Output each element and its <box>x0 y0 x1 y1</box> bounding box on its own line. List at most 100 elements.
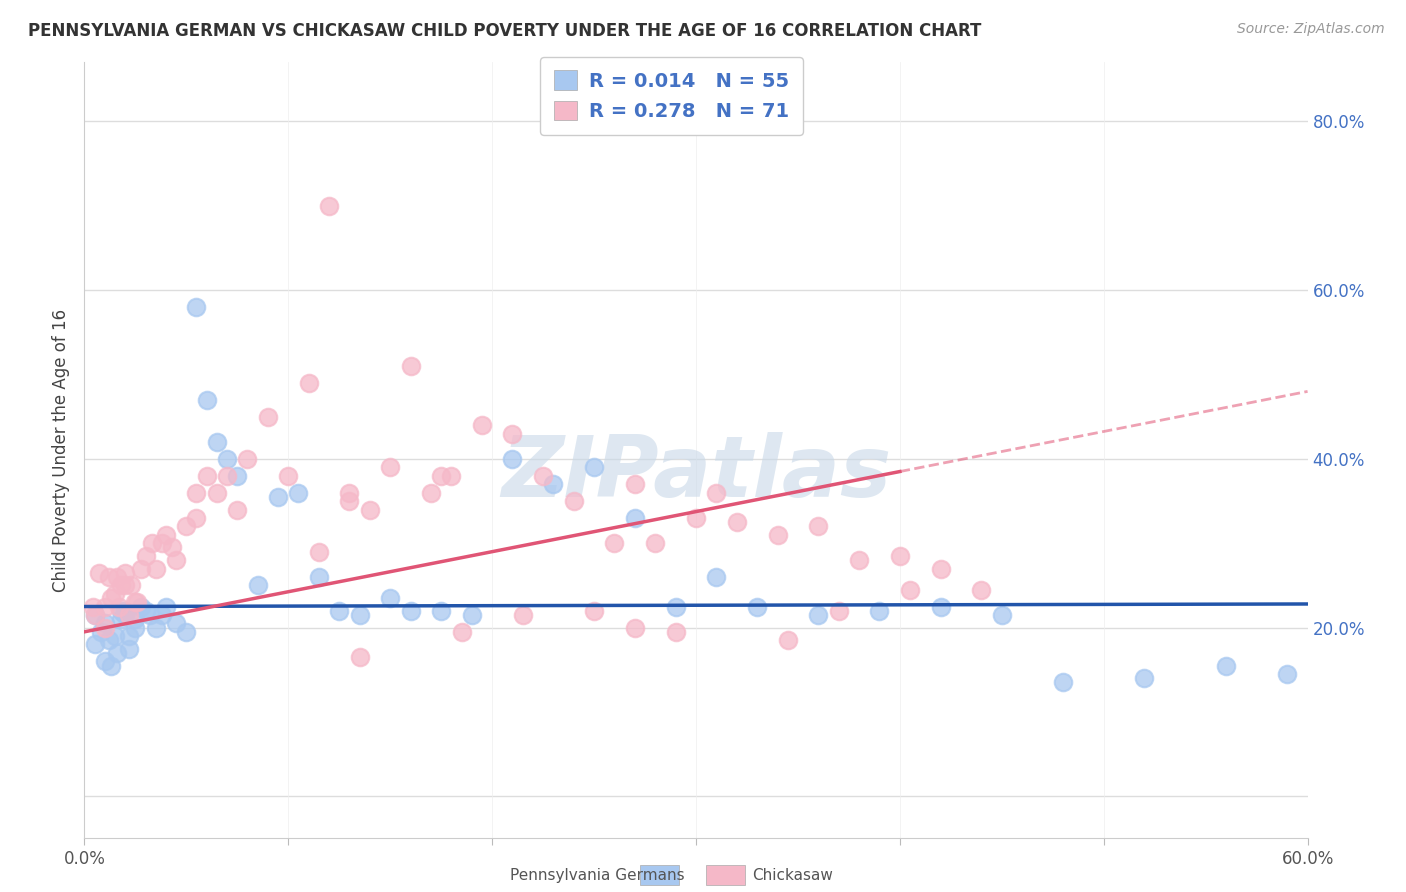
Point <box>110 578 132 592</box>
Point <box>461 607 484 622</box>
Point <box>399 359 422 373</box>
Point <box>267 490 290 504</box>
Point <box>100 591 122 605</box>
Point <box>380 591 402 605</box>
Point <box>226 502 249 516</box>
Point <box>236 451 259 466</box>
Text: PENNSYLVANIA GERMAN VS CHICKASAW CHILD POVERTY UNDER THE AGE OF 16 CORRELATION C: PENNSYLVANIA GERMAN VS CHICKASAW CHILD P… <box>28 22 981 40</box>
Point <box>1215 658 1237 673</box>
Point <box>889 549 911 563</box>
Point <box>165 616 187 631</box>
Point <box>277 468 299 483</box>
Point <box>141 536 163 550</box>
Point <box>205 485 228 500</box>
Point <box>339 485 361 500</box>
Point <box>108 599 131 614</box>
Point <box>766 528 789 542</box>
Point <box>217 468 239 483</box>
Point <box>450 624 472 639</box>
Point <box>97 570 120 584</box>
Point <box>776 633 799 648</box>
Point <box>308 544 330 558</box>
Point <box>145 561 167 575</box>
Point <box>970 582 993 597</box>
Point <box>1277 667 1299 681</box>
Point <box>1052 675 1074 690</box>
Point <box>747 599 769 614</box>
Point <box>1133 671 1156 685</box>
Text: Pennsylvania Germans: Pennsylvania Germans <box>510 868 685 882</box>
Point <box>195 392 218 407</box>
Point <box>165 553 187 567</box>
Point <box>624 621 647 635</box>
Point <box>308 570 330 584</box>
Point <box>93 616 115 631</box>
Point <box>186 485 208 500</box>
Point <box>93 599 115 614</box>
Point <box>118 641 141 656</box>
Point <box>124 621 146 635</box>
Point <box>665 624 688 639</box>
Point <box>543 477 565 491</box>
Point <box>562 494 585 508</box>
Point <box>195 468 218 483</box>
Point <box>399 604 422 618</box>
Point <box>87 566 110 580</box>
Point <box>328 604 350 618</box>
Point <box>124 595 146 609</box>
Point <box>512 607 534 622</box>
Point <box>420 485 443 500</box>
Text: ZIPatlas: ZIPatlas <box>501 433 891 516</box>
Point <box>131 561 153 575</box>
Point <box>110 604 132 618</box>
Point <box>246 578 269 592</box>
Point <box>118 607 141 622</box>
Point <box>93 621 115 635</box>
Point <box>665 599 688 614</box>
Point <box>706 570 728 584</box>
Point <box>110 612 132 626</box>
Point <box>430 604 453 618</box>
Point <box>155 599 177 614</box>
Point <box>90 624 112 639</box>
Point <box>339 494 361 508</box>
Point <box>104 587 127 601</box>
Point <box>828 604 851 618</box>
Point <box>104 629 127 643</box>
Point <box>440 468 463 483</box>
Point <box>124 612 146 626</box>
Point <box>869 604 891 618</box>
Point <box>583 460 606 475</box>
Point <box>138 607 160 622</box>
Point <box>114 578 136 592</box>
Point <box>174 624 197 639</box>
Point <box>135 604 157 618</box>
Point <box>131 599 153 614</box>
Point <box>135 549 157 563</box>
Point <box>624 511 647 525</box>
Point <box>217 451 239 466</box>
Point <box>160 541 183 555</box>
Point <box>349 607 371 622</box>
Point <box>83 607 105 622</box>
Point <box>118 629 141 643</box>
Point <box>186 511 208 525</box>
Point <box>83 607 105 622</box>
Point <box>583 604 606 618</box>
Text: Source: ZipAtlas.com: Source: ZipAtlas.com <box>1237 22 1385 37</box>
Point <box>82 599 104 614</box>
Point <box>380 460 402 475</box>
Point <box>150 536 173 550</box>
Point <box>807 519 830 533</box>
Point <box>318 199 340 213</box>
Point <box>83 637 105 651</box>
Point <box>430 468 453 483</box>
Point <box>120 578 142 592</box>
Point <box>105 646 128 660</box>
Point <box>359 502 381 516</box>
Point <box>624 477 647 491</box>
Point <box>349 650 371 665</box>
Point <box>502 426 524 441</box>
Point <box>298 376 321 390</box>
Point <box>929 599 952 614</box>
